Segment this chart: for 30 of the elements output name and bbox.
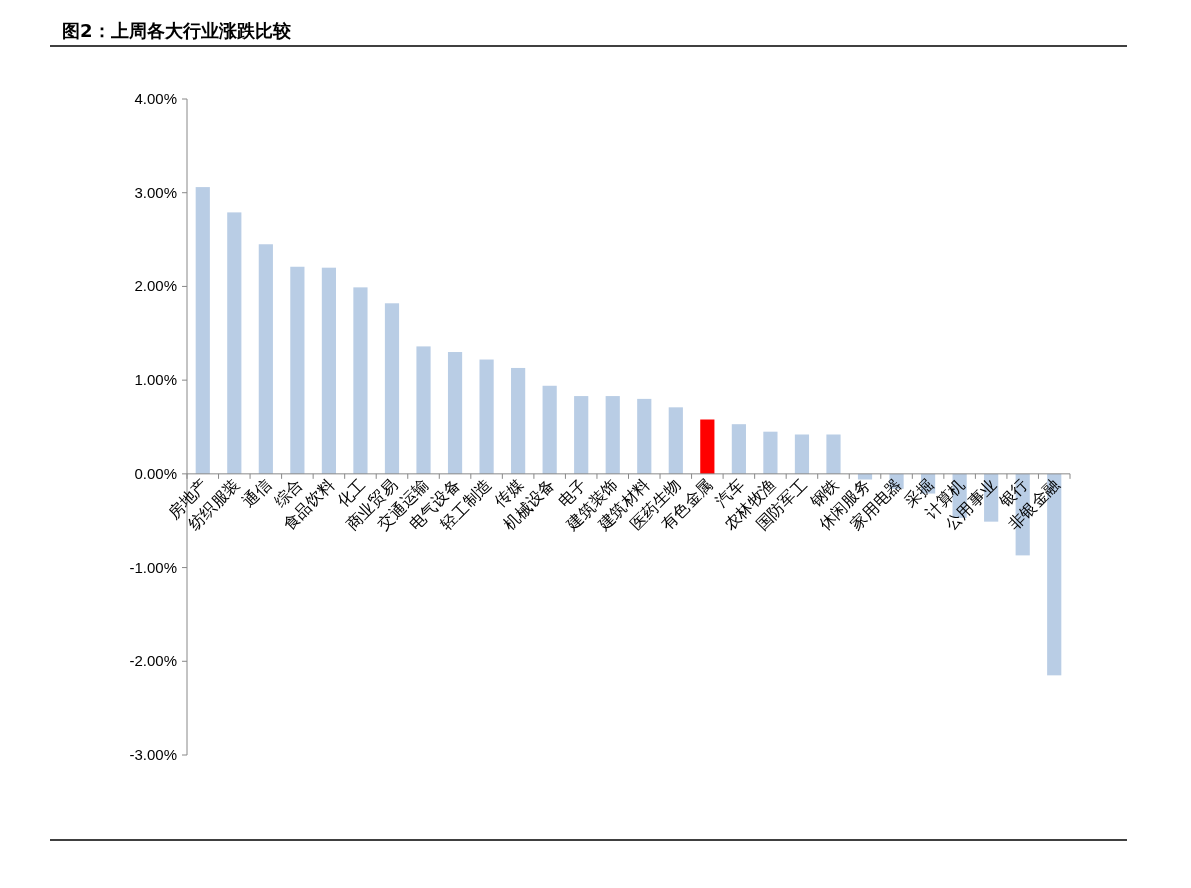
bar bbox=[227, 212, 242, 474]
bar bbox=[290, 266, 305, 474]
y-tick-label: -3.00% bbox=[129, 746, 177, 763]
bar bbox=[700, 419, 715, 474]
bar bbox=[384, 303, 400, 474]
y-tick-label: 1.00% bbox=[134, 371, 177, 389]
bar bbox=[605, 396, 620, 474]
bar bbox=[195, 187, 210, 474]
bar bbox=[258, 244, 273, 474]
bar bbox=[353, 287, 368, 474]
bar bbox=[321, 267, 337, 474]
bar bbox=[763, 431, 778, 474]
bar bbox=[826, 434, 841, 474]
y-tick-label: 4.00% bbox=[134, 90, 177, 107]
y-tick-label: -2.00% bbox=[129, 652, 177, 670]
bar bbox=[511, 367, 526, 474]
bar bbox=[542, 385, 557, 474]
y-tick-label: -1.00% bbox=[129, 558, 177, 576]
y-tick-label: 3.00% bbox=[134, 183, 177, 201]
bar bbox=[479, 359, 494, 474]
bar bbox=[731, 424, 746, 474]
bar bbox=[637, 398, 652, 474]
y-tick-label: 0.00% bbox=[134, 464, 177, 482]
y-tick-label: 2.00% bbox=[134, 277, 177, 295]
bar bbox=[574, 396, 589, 474]
bar bbox=[447, 352, 463, 474]
bar bbox=[668, 407, 683, 474]
bar bbox=[794, 434, 810, 474]
chart-title: 图2：上周各大行业涨跌比较 bbox=[62, 20, 292, 41]
bar bbox=[416, 346, 431, 474]
